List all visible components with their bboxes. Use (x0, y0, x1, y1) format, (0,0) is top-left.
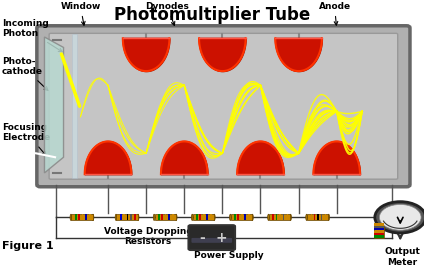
Ellipse shape (230, 214, 231, 221)
Bar (72, 34, 77, 178)
Ellipse shape (252, 214, 253, 221)
FancyBboxPatch shape (37, 26, 410, 187)
Bar (275, 214, 278, 221)
Bar (196, 214, 198, 221)
Polygon shape (45, 37, 63, 173)
Polygon shape (199, 38, 246, 71)
Text: Anode: Anode (318, 2, 351, 25)
Bar (374, 235, 384, 238)
Bar (272, 214, 274, 221)
Bar (165, 214, 167, 221)
Ellipse shape (92, 214, 94, 221)
Bar (374, 228, 384, 230)
Bar (161, 214, 163, 221)
Bar (130, 214, 132, 221)
FancyBboxPatch shape (49, 33, 398, 179)
Bar (279, 214, 281, 221)
Bar (283, 214, 284, 221)
Ellipse shape (115, 214, 117, 221)
Polygon shape (161, 141, 207, 174)
Bar (199, 214, 201, 221)
Bar (374, 224, 384, 226)
Ellipse shape (153, 214, 155, 221)
Text: Power Supply: Power Supply (194, 251, 264, 260)
FancyBboxPatch shape (188, 225, 235, 250)
Bar (244, 214, 246, 221)
Text: Focusing
Electrode: Focusing Electrode (2, 123, 51, 156)
Ellipse shape (213, 214, 215, 221)
Bar (89, 214, 91, 221)
Bar (269, 214, 290, 221)
Bar (234, 214, 236, 221)
Bar (155, 214, 176, 221)
Polygon shape (313, 141, 360, 174)
Text: Dynodes: Dynodes (145, 2, 189, 25)
Bar (374, 231, 384, 233)
Ellipse shape (137, 214, 139, 221)
Bar (120, 214, 122, 221)
Text: Window: Window (60, 2, 101, 25)
Ellipse shape (268, 214, 269, 221)
Polygon shape (85, 141, 131, 174)
Bar (374, 223, 384, 238)
Circle shape (375, 202, 425, 233)
FancyBboxPatch shape (191, 238, 232, 243)
Bar (85, 214, 87, 221)
Bar (307, 214, 328, 221)
Text: -: - (200, 231, 205, 245)
Ellipse shape (191, 214, 193, 221)
Bar (374, 233, 384, 235)
Bar (134, 214, 136, 221)
Bar (82, 214, 83, 221)
Bar (317, 214, 319, 221)
Text: Incoming
Photon: Incoming Photon (2, 19, 62, 52)
Bar (325, 214, 326, 221)
Text: Figure 1: Figure 1 (2, 241, 54, 251)
Ellipse shape (70, 214, 72, 221)
Bar (168, 214, 170, 221)
Bar (75, 214, 76, 221)
Ellipse shape (290, 214, 292, 221)
Ellipse shape (175, 214, 177, 221)
Text: Output
Meter: Output Meter (385, 247, 420, 267)
Bar (158, 214, 160, 221)
Bar (231, 214, 252, 221)
Bar (374, 226, 384, 228)
Bar (311, 214, 312, 221)
Ellipse shape (328, 214, 329, 221)
Text: Voltage Dropping
Resistors: Voltage Dropping Resistors (104, 227, 193, 247)
Polygon shape (237, 141, 284, 174)
Bar (314, 214, 315, 221)
Polygon shape (275, 38, 322, 71)
Ellipse shape (306, 214, 308, 221)
Bar (241, 214, 243, 221)
Text: +: + (215, 231, 227, 245)
Bar (71, 214, 93, 221)
Bar (193, 214, 214, 221)
Bar (321, 214, 323, 221)
Bar (116, 214, 138, 221)
Bar (123, 214, 125, 221)
Bar (78, 214, 80, 221)
Bar (127, 214, 128, 221)
Circle shape (380, 204, 421, 230)
Bar (210, 214, 212, 221)
Text: Photomultiplier Tube: Photomultiplier Tube (113, 6, 310, 24)
Bar (207, 214, 208, 221)
Bar (249, 214, 250, 221)
Bar (286, 214, 288, 221)
Text: Photo-
cathode: Photo- cathode (2, 57, 48, 90)
Bar (203, 214, 204, 221)
Bar (172, 214, 174, 221)
Polygon shape (123, 38, 170, 71)
Bar (238, 214, 239, 221)
